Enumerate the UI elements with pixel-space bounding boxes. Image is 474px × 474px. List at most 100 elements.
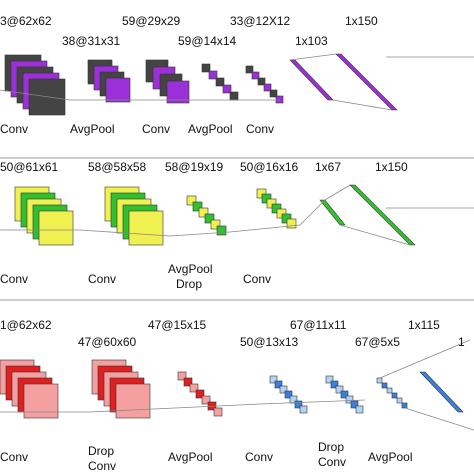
layer-dims: 50@16x16 <box>240 160 299 174</box>
connector <box>339 224 411 246</box>
feature-map <box>286 218 297 229</box>
connector <box>79 229 171 237</box>
feature-map <box>216 225 227 236</box>
feature-map <box>284 390 293 399</box>
dense-layer <box>289 59 334 101</box>
feature-map <box>189 383 199 393</box>
feature-map <box>271 203 282 214</box>
feature-map <box>269 89 278 98</box>
feature-map <box>381 382 388 389</box>
connector <box>299 199 326 226</box>
feature-map <box>177 371 187 381</box>
layer-op: AvgPool <box>368 450 412 464</box>
feature-map <box>186 195 197 206</box>
feature-map <box>192 201 203 212</box>
layer-op: Drop <box>88 444 114 458</box>
feature-map <box>198 207 209 218</box>
feature-map <box>294 400 303 409</box>
layer-dims: 1x150 <box>345 14 378 28</box>
layer-op: Conv <box>0 272 28 286</box>
layer-dims: 59@29x29 <box>122 14 181 28</box>
layer-op: Conv <box>318 455 346 469</box>
layer-dims: 1 <box>458 335 465 349</box>
feature-map <box>128 210 164 246</box>
layer-dims: 67@5x5 <box>355 335 400 349</box>
layer-op: AvgPool <box>188 122 232 136</box>
layer-op: AvgPool <box>70 122 114 136</box>
layer-dims: 50@13x13 <box>240 335 299 349</box>
dense-layer <box>335 53 398 111</box>
feature-map <box>204 213 215 224</box>
layer-op: Conv <box>142 122 170 136</box>
layer-dims: 1x103 <box>295 34 328 48</box>
feature-map <box>355 405 364 414</box>
feature-map <box>401 402 408 409</box>
feature-map <box>215 77 225 87</box>
feature-map <box>266 198 277 209</box>
feature-map <box>391 392 398 399</box>
layer-op: AvgPool <box>168 262 212 276</box>
connector <box>404 407 474 431</box>
layer-dims: 1x150 <box>375 160 408 174</box>
feature-map <box>263 83 272 92</box>
layer-dims: 3@62x62 <box>0 14 52 28</box>
layer-dims: 1@62x62 <box>0 318 52 332</box>
feature-map <box>208 70 218 80</box>
feature-map <box>279 385 288 394</box>
feature-map <box>386 387 393 394</box>
layer-dims: 59@14x14 <box>178 34 237 48</box>
dense-layer <box>319 199 346 226</box>
layer-dims: 47@60x60 <box>78 335 137 349</box>
feature-map <box>330 380 339 389</box>
layer-dims: 47@15x15 <box>148 318 207 332</box>
feature-map <box>274 380 283 389</box>
connector <box>229 224 301 233</box>
feature-map <box>229 91 239 101</box>
feature-map <box>335 385 344 394</box>
feature-map <box>325 375 334 384</box>
layer-op: Conv <box>245 450 273 464</box>
connector <box>89 407 176 413</box>
layer-op: Conv <box>88 459 116 473</box>
feature-map <box>38 210 74 246</box>
dense-layer <box>349 184 416 246</box>
connector <box>289 53 337 61</box>
feature-map <box>115 383 151 419</box>
feature-map <box>345 395 354 404</box>
layer-op: Conv <box>243 272 271 286</box>
layer-dims: 1x115 <box>408 318 440 332</box>
feature-map <box>269 375 278 384</box>
feature-map <box>276 208 287 219</box>
layer-dims: 67@11x11 <box>290 318 347 332</box>
feature-map <box>245 65 254 74</box>
layer-op: Drop <box>318 440 344 454</box>
feature-map <box>340 390 349 399</box>
feature-map <box>256 188 267 199</box>
layer-op: Conv <box>0 450 28 464</box>
connector <box>379 339 471 379</box>
connector <box>174 403 261 409</box>
feature-map <box>281 213 292 224</box>
connector <box>259 399 366 405</box>
connector <box>324 184 351 201</box>
feature-map <box>210 219 221 230</box>
feature-map <box>166 80 190 104</box>
feature-map <box>105 77 131 103</box>
feature-map <box>396 397 403 404</box>
layer-dims: 1x67 <box>315 160 341 174</box>
feature-map <box>257 77 266 86</box>
layer-dims: 58@19x19 <box>165 160 224 174</box>
feature-map <box>261 193 272 204</box>
layer-dims: 38@31x31 <box>62 34 121 48</box>
layer-op: AvgPool <box>168 450 212 464</box>
feature-map <box>275 95 284 104</box>
feature-map <box>376 377 383 384</box>
layer-op: Conv <box>246 122 274 136</box>
feature-map <box>299 405 308 414</box>
layer-dims: 58@58x58 <box>88 160 147 174</box>
feature-map <box>183 377 193 387</box>
feature-map <box>213 407 223 417</box>
feature-map <box>251 71 260 80</box>
dense-layer <box>419 371 464 413</box>
